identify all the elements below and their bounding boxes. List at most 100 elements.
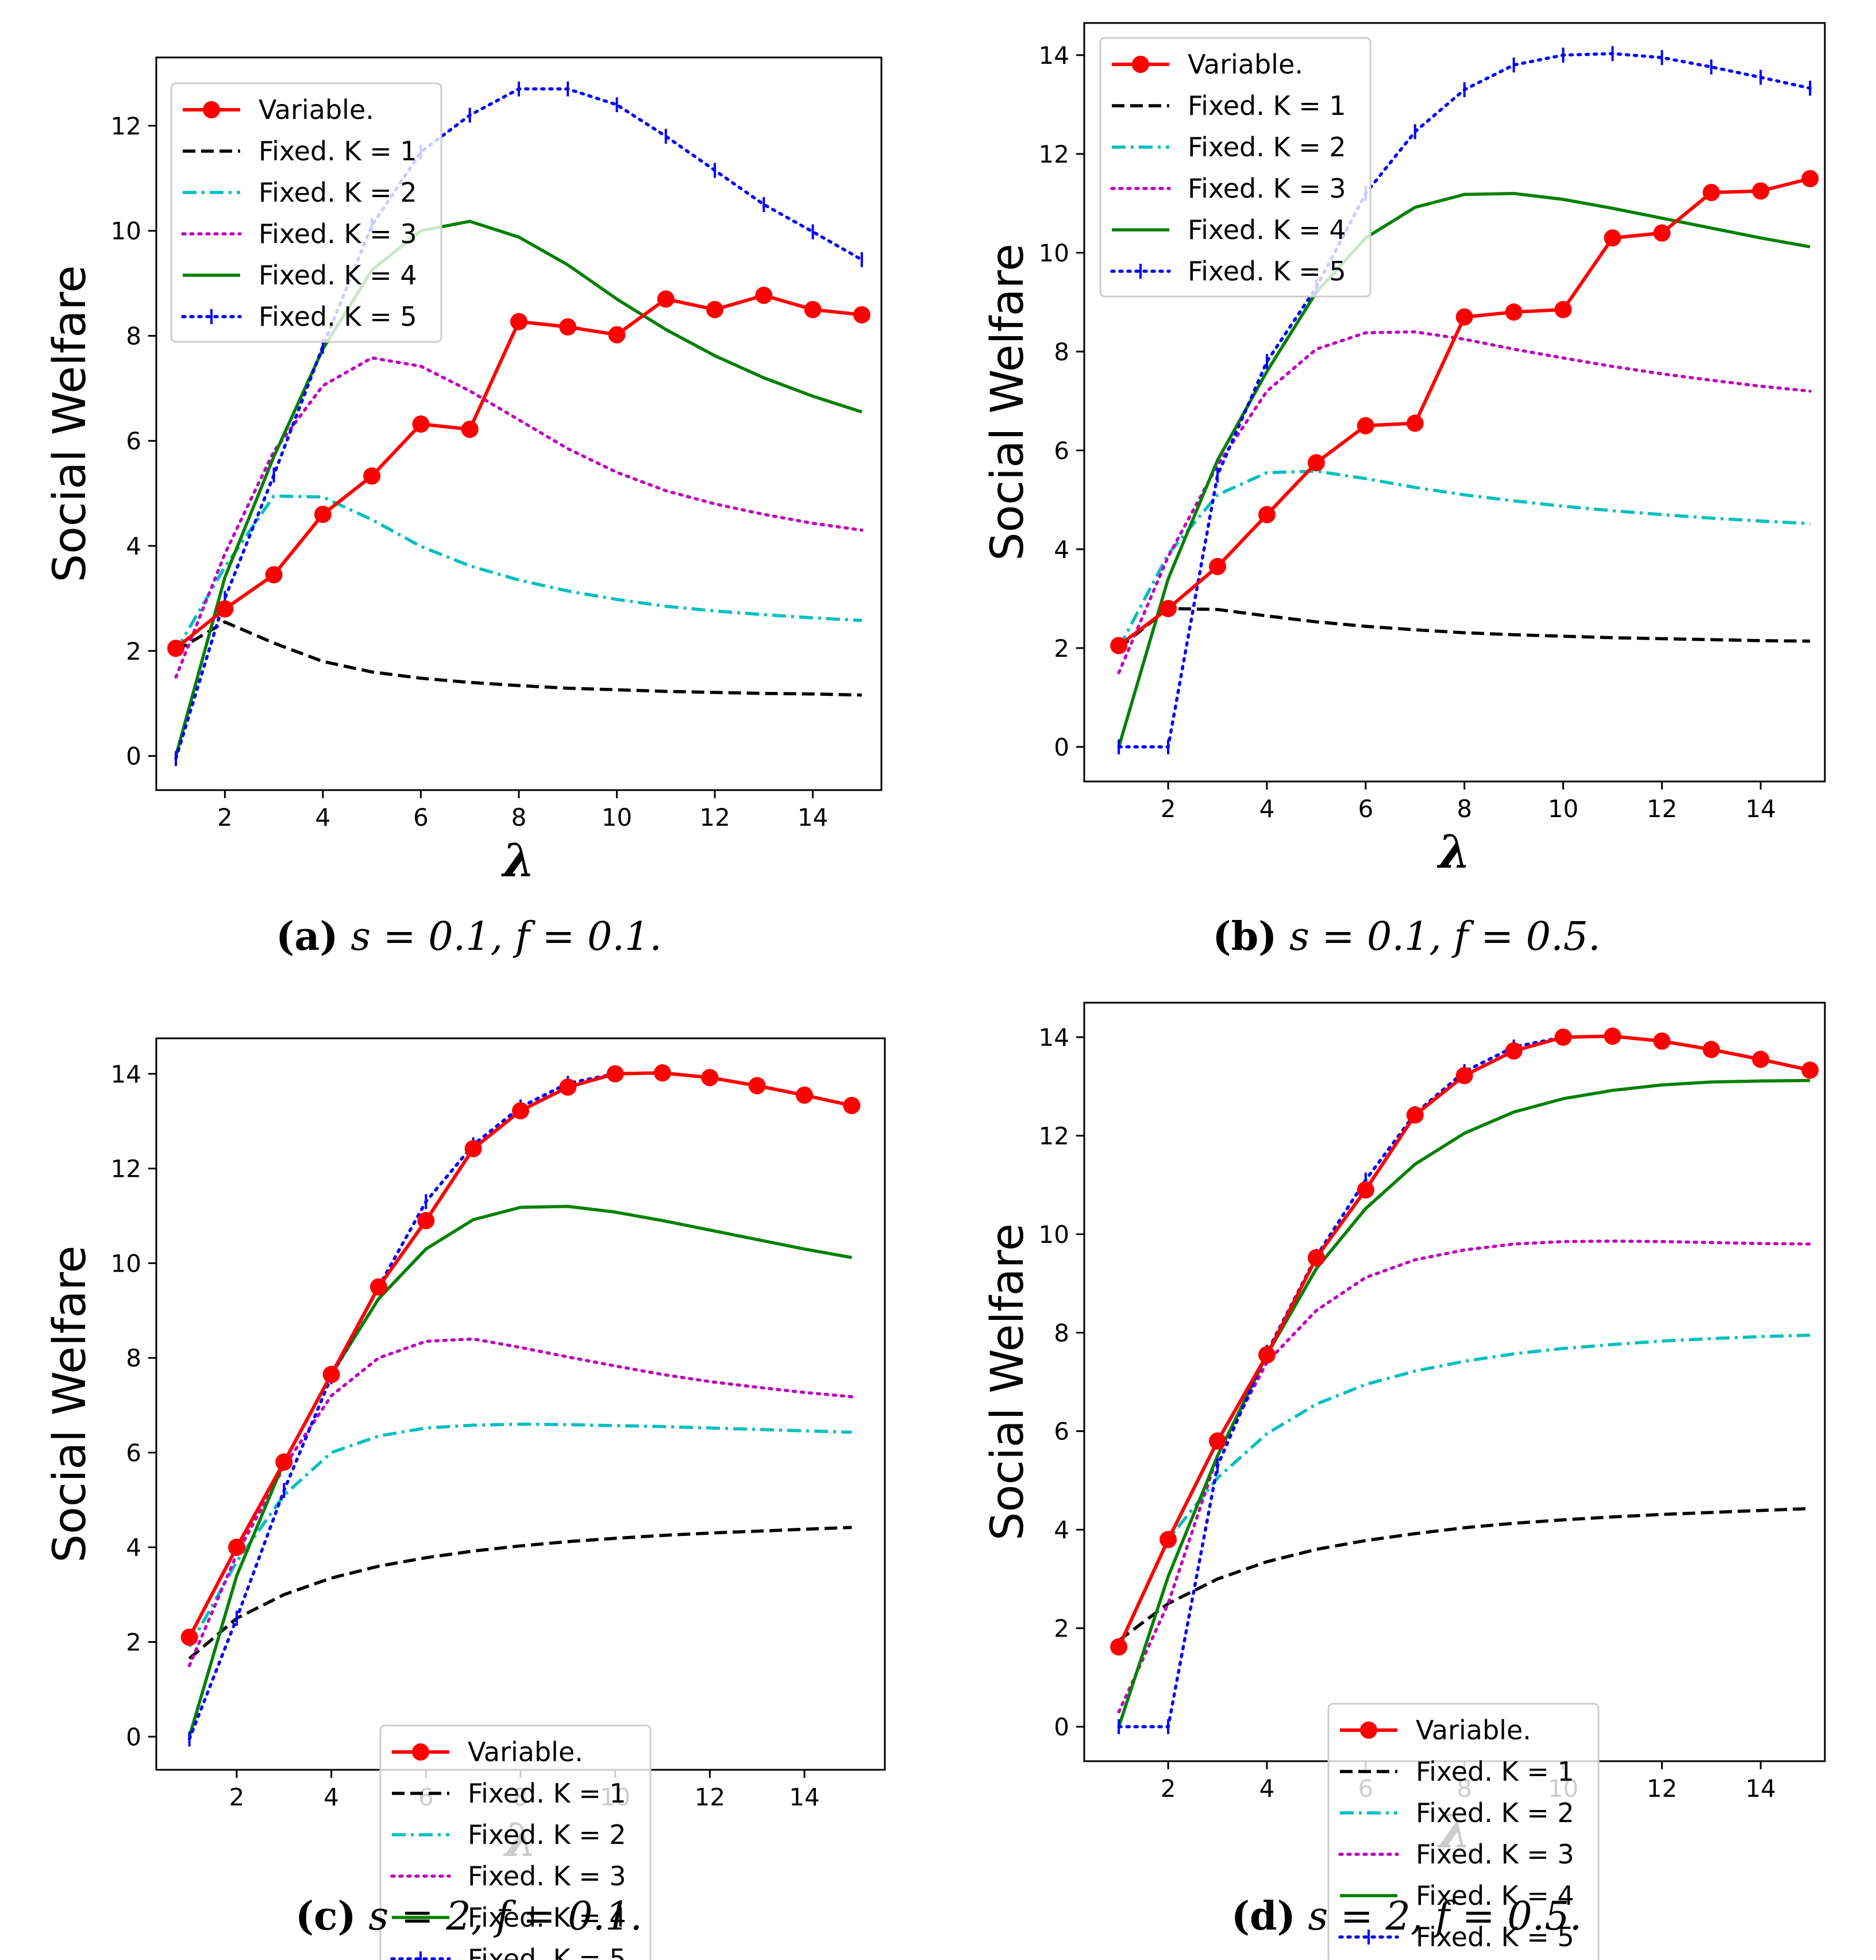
series-line-fixed-k4 [174, 220, 862, 757]
series-line-fixed-k4 [187, 1204, 852, 1738]
series-line-fixed-k2 [188, 1422, 852, 1648]
legend-label: Fixed. K = 2 [468, 1819, 626, 1850]
legend-label: Variable. [1188, 49, 1303, 80]
x-tick-label: 2 [229, 1783, 245, 1811]
variable-point [1653, 224, 1671, 242]
legend-label: Fixed. K = 5 [1416, 1922, 1574, 1953]
variable-point [1307, 454, 1325, 472]
x-tick-label: 2 [1161, 795, 1176, 823]
y-tick-label: 12 [111, 1155, 141, 1183]
variable-point [412, 415, 430, 433]
variable-point [1702, 1041, 1720, 1058]
y-tick-label: 2 [126, 1628, 141, 1657]
x-tick-label: 6 [1358, 795, 1373, 823]
plot-area [180, 1064, 861, 1747]
variable-point [1752, 182, 1770, 200]
x-tick-label: 4 [315, 803, 331, 831]
variable-point [1357, 1181, 1374, 1199]
variable-point [167, 640, 185, 657]
x-tick-label: 12 [1647, 1774, 1677, 1803]
x-tick-label: 6 [413, 803, 429, 831]
variable-point [1653, 1032, 1671, 1050]
plot-frame [155, 56, 883, 791]
x-tick-label: 12 [695, 1783, 725, 1811]
series-line-variable [175, 294, 862, 650]
y-tick-label: 10 [111, 1249, 141, 1277]
y-tick-label: 6 [126, 1439, 141, 1467]
variable-point [1258, 1346, 1276, 1364]
x-tick-label: 14 [1746, 795, 1776, 823]
variable-point [1702, 183, 1720, 201]
legend-label: Fixed. K = 1 [1188, 90, 1346, 121]
caption-d-label: (d) [1231, 1893, 1296, 1939]
y-tick-label: 10 [1039, 1220, 1069, 1249]
variable-point [1455, 308, 1473, 326]
legend-label: Fixed. K = 5 [259, 301, 417, 332]
x-tick-label: 8 [1457, 795, 1472, 823]
y-tick-label: 0 [1054, 1713, 1069, 1741]
y-tick-label: 0 [126, 1723, 141, 1751]
x-tick-label: 4 [323, 1783, 339, 1811]
series-line-fixed-k2 [174, 494, 862, 652]
panel-b: 2 4 6 8 10 12 14 0 2 4 6 8 10 12 14 λ Social Welfare Vari… [938, 0, 1875, 980]
y-axis-label: Social Welfare [44, 265, 96, 583]
x-axis-label: λ [501, 833, 535, 887]
legend-label: Fixed. K = 3 [468, 1861, 626, 1892]
legend-label: Variable. [259, 94, 374, 125]
legend-box [1099, 37, 1372, 298]
variable-point [1406, 414, 1424, 432]
variable-point [322, 1366, 340, 1384]
variable-point [657, 290, 675, 308]
y-tick-label: 8 [1054, 338, 1069, 366]
caption-c-label: (c) [295, 1893, 356, 1939]
legend-label: Fixed. K = 4 [259, 260, 417, 291]
x-tick-label: 8 [511, 803, 527, 831]
legend-label: Fixed. K = 2 [259, 177, 417, 208]
y-tick-label: 8 [126, 322, 141, 350]
variable-point [314, 506, 332, 523]
series-line-fixed-k1 [188, 1526, 852, 1660]
variable-point [275, 1453, 293, 1471]
y-tick-label: 10 [1039, 239, 1069, 267]
variable-point [1604, 1027, 1621, 1045]
series-line-fixed-k5 [187, 1071, 854, 1741]
legend-label: Variable. [468, 1736, 583, 1768]
variable-point [417, 1212, 435, 1230]
y-tick-label: 12 [1039, 1122, 1069, 1150]
plot-area [1110, 1027, 1819, 1734]
y-tick-label: 8 [1054, 1319, 1069, 1347]
variable-point [706, 301, 724, 318]
y-tick-label: 14 [1039, 1023, 1069, 1052]
caption-c: (c) s = 2, f = 0.1. [0, 1893, 938, 1939]
plot-frame [1083, 22, 1826, 783]
variable-point [1307, 1249, 1325, 1266]
legend-swatch-marker [1360, 1722, 1377, 1739]
plot-frame [155, 1037, 886, 1771]
variable-point [748, 1077, 766, 1095]
x-tick-label: 14 [1746, 1774, 1776, 1803]
variable-point [1801, 170, 1819, 187]
y-tick-label: 12 [111, 112, 141, 140]
caption-a: (a) s = 0.1, f = 0.1. [0, 914, 938, 960]
variable-point [464, 1139, 482, 1157]
caption-d-text: s = 2, f = 0.5. [1308, 1894, 1582, 1939]
legend-label: Fixed. K = 2 [1416, 1797, 1574, 1828]
y-tick-label: 6 [126, 427, 141, 455]
variable-point [1752, 1050, 1770, 1068]
chart-b: 2 4 6 8 10 12 14 0 2 4 6 8 10 12 14 λ Social Welfare Vari… [982, 22, 1826, 879]
legend-label: Fixed. K = 1 [1416, 1756, 1574, 1787]
variable-point [1505, 303, 1523, 321]
y-tick-label: 2 [1054, 634, 1069, 663]
series-line-fixed-k3 [174, 356, 864, 679]
variable-point [1801, 1061, 1819, 1079]
legend-swatch-marker [203, 101, 220, 118]
legend-box [170, 82, 442, 343]
x-axis-label: λ [1436, 825, 1470, 879]
variable-point [180, 1628, 198, 1646]
caption-a-text: s = 0.1, f = 0.1. [350, 914, 662, 960]
legend-label: Fixed. K = 1 [259, 136, 417, 167]
y-tick-label: 12 [1039, 140, 1069, 168]
